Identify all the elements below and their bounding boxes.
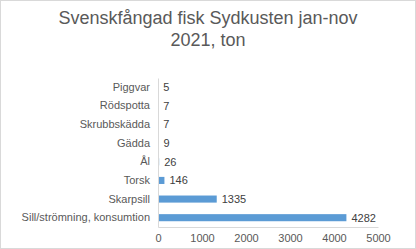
x-tick-label: 1000 (190, 232, 214, 244)
y-tick: Sill/strömning, konsumtion (22, 211, 158, 223)
y-axis-line (158, 79, 159, 228)
y-tick: Skrubbskädda (80, 118, 158, 130)
y-tick: Ål (140, 155, 158, 167)
y-axis: Piggvar Rödspotta Skrubbskädda Gädda Ål Torsk… (22, 79, 159, 228)
data-label: 9 (163, 137, 169, 149)
x-tick: 0 (155, 227, 161, 244)
y-tick: Gädda (117, 137, 158, 149)
data-label: 7 (163, 118, 169, 130)
x-tick: 1000 (190, 227, 214, 244)
y-tick-label: Rödspotta (100, 99, 151, 111)
chart-border (1, 1, 416, 249)
x-tick-label: 2000 (234, 232, 258, 244)
x-tick: 4000 (322, 227, 346, 244)
plot: 0 1000 2000 3000 4000 5000 Piggvar Rödspotta Skr… (22, 79, 391, 244)
y-tick-label: Piggvar (113, 81, 151, 93)
bar (158, 196, 217, 203)
data-label: 7 (163, 100, 169, 112)
y-tick: Torsk (124, 174, 158, 186)
x-tick: 3000 (278, 227, 302, 244)
chart: Svenskfångad fisk Sydkusten jan-nov2021,… (0, 0, 416, 249)
data-labels: 5 7 7 9 26 146 1335 4282 (163, 81, 376, 223)
title-line: Svenskfångad fisk Sydkusten jan-nov (58, 8, 357, 28)
data-label: 146 (169, 174, 187, 186)
x-tick: 2000 (234, 227, 258, 244)
x-tick-label: 3000 (278, 232, 302, 244)
data-label: 5 (163, 81, 169, 93)
data-label: 4282 (351, 212, 375, 224)
y-tick-label: Skarpsill (108, 193, 150, 205)
bar (158, 214, 346, 221)
chart-title: Svenskfångad fisk Sydkusten jan-nov2021,… (58, 8, 357, 50)
data-label: 1335 (222, 193, 246, 205)
x-tick-label: 4000 (322, 232, 346, 244)
x-tick-label: 0 (155, 232, 161, 244)
bars (158, 84, 346, 221)
y-tick-label: Skrubbskädda (80, 118, 151, 130)
title-line: 2021, ton (170, 30, 245, 50)
y-tick: Skarpsill (108, 193, 158, 205)
y-tick-label: Gädda (117, 137, 151, 149)
y-tick-label: Ål (140, 155, 150, 167)
x-axis: 0 1000 2000 3000 4000 5000 (155, 227, 390, 244)
x-tick-label: 5000 (366, 232, 390, 244)
y-tick: Piggvar (113, 81, 158, 93)
y-tick-label: Sill/strömning, konsumtion (22, 211, 150, 223)
y-tick-label: Torsk (124, 174, 151, 186)
x-axis-line (159, 227, 379, 228)
data-label: 26 (164, 156, 176, 168)
x-tick: 5000 (366, 227, 390, 244)
y-tick: Rödspotta (100, 99, 158, 111)
